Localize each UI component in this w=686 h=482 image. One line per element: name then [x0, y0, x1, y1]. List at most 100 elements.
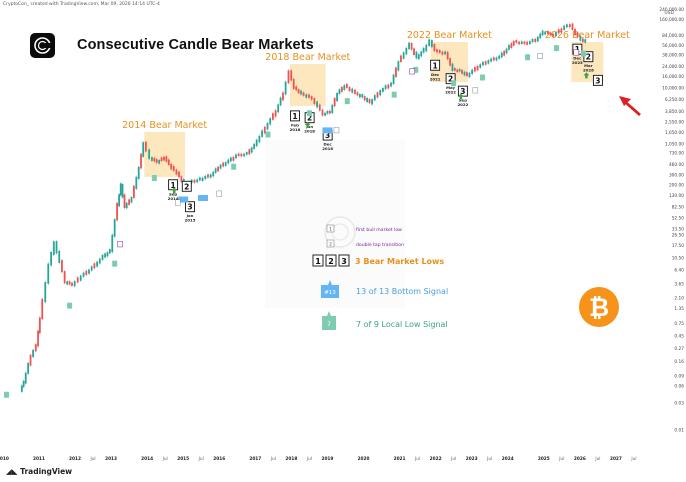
bear-low-number: 3	[325, 131, 330, 140]
bear-low-box	[185, 201, 195, 213]
y-tick-label: 200.00	[669, 182, 684, 188]
y-tick-label: 6.40	[674, 268, 684, 274]
y-tick-label: 1,650.00	[665, 130, 684, 136]
y-tick-label: 0.01	[674, 428, 684, 434]
bear-low-date-year: 2018	[290, 127, 301, 132]
bear-zone-label-3: 2026 Bear Market	[545, 30, 630, 41]
x-tick-label: 2020	[358, 456, 370, 462]
bear-low-date-month: Mar	[584, 63, 592, 68]
y-tick-label: 38,000.00	[662, 52, 684, 58]
x-tick-label: 2011	[33, 456, 45, 462]
x-tick-label: 2010	[0, 456, 9, 462]
local-low-signal-icon	[231, 163, 237, 170]
first-bull-marker-icon	[175, 199, 181, 206]
double-tap-marker-icon	[409, 68, 415, 75]
legend-bottom-signal-label: 13 of 13 Bottom Signal	[356, 287, 448, 296]
y-tick-label: 2,550.00	[665, 119, 684, 125]
y-tick-label: 10.50	[672, 255, 685, 261]
bear-low-number: 2	[586, 53, 591, 62]
bottom-signal-icon	[198, 194, 209, 201]
x-tick-label: 2025	[538, 456, 550, 462]
y-tick-label: 6,250.00	[665, 97, 684, 103]
bear-low-date-month: Feb	[291, 122, 299, 127]
bear-low-date-year: 2015	[185, 218, 196, 223]
tradingview-brand: TradingView	[20, 467, 73, 476]
y-tick-label: 730.00	[669, 150, 684, 156]
legend-first-bull-marker	[326, 224, 335, 233]
first-bull-marker-icon	[472, 87, 479, 94]
svg-text:₿: ₿	[589, 293, 609, 322]
bear-low-date-month: Dec	[324, 142, 333, 147]
bear-low-box	[290, 110, 300, 122]
legend-local-low-badge: 7	[322, 311, 336, 330]
tradingview-logo: ◢◣ TradingView	[6, 467, 72, 476]
y-tick-label: 160,000.00	[659, 17, 684, 23]
bear-low-number: 2	[184, 182, 189, 191]
double-tap-marker-icon	[573, 49, 580, 56]
legend-bear-lows-boxes: 1 2 3	[312, 254, 350, 267]
legend-bear-low-1: 1	[315, 257, 321, 266]
legend: 1 first bull market low 2 double tap tra…	[312, 224, 448, 330]
legend-local-low-badge-text: 7	[327, 321, 331, 328]
local-low-signal-icon	[265, 131, 271, 138]
x-tick-label: Jul	[594, 456, 600, 462]
first-bull-marker-icon	[216, 190, 223, 197]
y-tick-label: 52.50	[672, 216, 685, 222]
local-low-signal-icon	[151, 175, 157, 182]
legend-bear-low-3: 3	[341, 257, 347, 266]
bear-low-number: 2	[448, 75, 453, 84]
legend-double-tap-label: double tap transition	[356, 242, 404, 248]
bear-zone-label-0: 2014 Bear Market	[122, 120, 207, 131]
local-low-signal-icon	[306, 110, 312, 117]
first-bull-marker-icon	[537, 52, 543, 59]
green-up-arrow-icon	[457, 93, 464, 100]
x-tick-label: 2014	[141, 456, 153, 462]
y-tick-label: 300.00	[669, 172, 684, 178]
x-tick-label: Jul	[450, 456, 456, 462]
x-tick-label: 2024	[502, 456, 514, 462]
red-arrow-icon	[619, 96, 641, 117]
x-tick-label: Jul	[414, 456, 420, 462]
x-tick-label: 2023	[466, 456, 478, 462]
green-up-arrow-icon	[583, 72, 590, 79]
bear-low-box	[592, 74, 603, 86]
tradingview-mark-icon: ◢◣	[6, 467, 21, 476]
y-tick-label: 84,000.00	[662, 33, 684, 39]
bear-low-date-year: 2018	[322, 146, 333, 151]
legend-double-tap-marker-digit: 2	[329, 242, 332, 248]
bottom-signal-icon	[322, 127, 333, 134]
bear-low-number: 2	[307, 114, 312, 123]
y-tick-label: 0.27	[674, 346, 684, 352]
bear-zone-0	[144, 132, 186, 177]
bear-low-date-month: Sep	[459, 98, 467, 103]
first-bull-marker-icon	[333, 127, 340, 134]
y-tick-label: 3.65	[674, 282, 684, 288]
legend-bear-lows-label: 3 Bear Market Lows	[355, 257, 444, 266]
legend-local-low-label: 7 of 9 Local Low Signal	[356, 320, 448, 329]
bear-zone-1	[289, 64, 326, 106]
y-tick-label: 24,000.00	[662, 64, 684, 70]
y-tick-label: 10,000.00	[662, 86, 684, 92]
local-low-signal-icon	[553, 45, 559, 52]
local-low-signal-icon	[344, 98, 350, 105]
legend-double-tap-marker	[326, 239, 335, 248]
y-tick-label: 82.50	[672, 204, 685, 210]
local-low-signal-icon	[112, 260, 118, 267]
x-tick-label: Jul	[630, 456, 636, 462]
x-tick-label: 2016	[213, 456, 225, 462]
bear-low-date-year: 2022	[457, 102, 468, 107]
y-tick-label: 1,050.00	[665, 141, 684, 147]
bear-low-date-month: May	[446, 85, 455, 90]
bear-zone-label-2: 2022 Bear Market	[407, 30, 492, 41]
bear-low-date-year: 2026	[583, 68, 594, 73]
legend-first-bull-marker-digit: 1	[329, 227, 332, 233]
x-tick-label: Jul	[198, 456, 204, 462]
local-low-signal-icon	[3, 391, 9, 398]
y-tick-label: 460.00	[669, 162, 684, 168]
y-tick-label: 0.75	[674, 321, 684, 327]
bear-low-box	[445, 73, 456, 85]
bear-low-number: 3	[595, 76, 600, 85]
y-tick-label: 0.16	[674, 359, 684, 365]
y-tick-label: 16,000.00	[662, 74, 684, 80]
